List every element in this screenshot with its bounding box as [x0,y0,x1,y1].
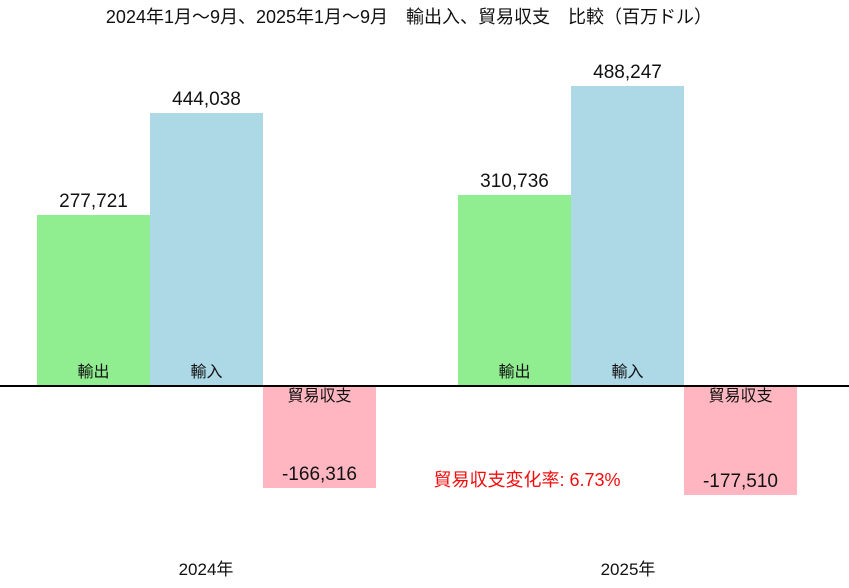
bar-value-label-balance-2024: -166,316 [281,464,357,485]
x-tick-label-2024: 2024年 [178,560,234,579]
bar-series-label-export: 輸出 [77,364,110,381]
bar-value-label-export-2024: 277,721 [59,191,128,212]
bar-series-label-import: 輸入 [190,364,223,381]
bar-value-label-import-2025: 488,247 [593,62,662,83]
chart-title: 2024年1月〜9月、2025年1月〜9月 輸出入、貿易収支 比較（百万ドル） [105,7,713,27]
x-tick-label-2025: 2025年 [600,560,656,579]
bar-import-2025: 488,247 輸入 [571,62,684,386]
bar-value-label-export-2025: 310,736 [480,171,549,192]
bar-export-2025: 310,736 輸出 [458,171,571,386]
bar-balance-2025: 貿易収支 -177,510 [684,386,797,495]
x-axis-zero-line [0,385,849,387]
bar-series-label-balance: 貿易収支 [708,388,773,405]
bar-value-label-balance-2025: -177,510 [702,471,778,492]
bar-series-label-balance: 貿易収支 [287,388,352,405]
bar-balance-2024: 貿易収支 -166,316 [263,386,376,488]
bar-export-2024: 277,721 輸出 [37,191,150,386]
bar-value-label-import-2024: 444,038 [172,89,241,110]
bar-import-2024: 444,038 輸入 [150,89,263,386]
bar-series-label-export: 輸出 [498,364,531,381]
trade-balance-change-annotation: 貿易収支変化率: 6.73% [433,470,621,490]
bar-series-label-import: 輸入 [611,364,644,381]
